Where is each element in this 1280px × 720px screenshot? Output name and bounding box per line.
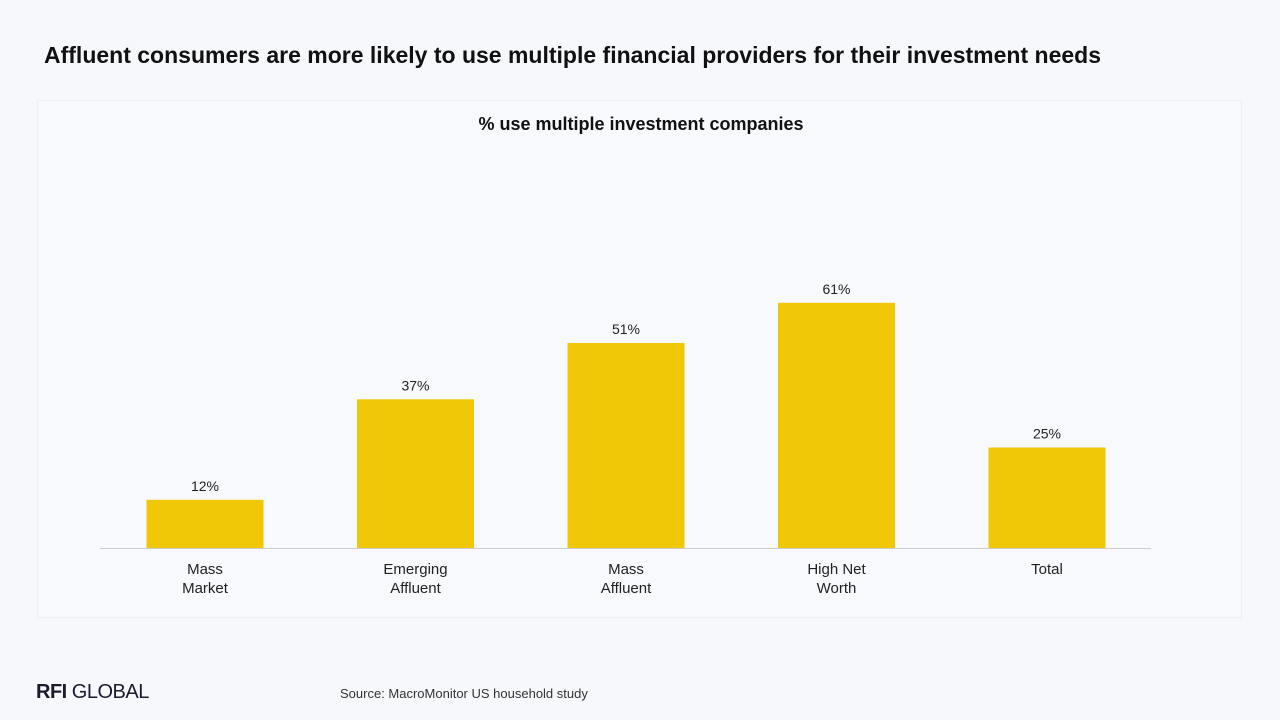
rfi-global-logo: RFI GLOBAL xyxy=(36,681,149,704)
data-label-1: 37% xyxy=(401,377,429,393)
category-label-2: Mass Affluent xyxy=(601,561,652,597)
data-label-4: 25% xyxy=(1033,426,1061,442)
bar-3 xyxy=(778,302,895,548)
bar-0 xyxy=(146,499,264,548)
logo-strong-text: RFI xyxy=(36,681,67,703)
data-label-0: 12% xyxy=(191,478,219,494)
data-label-2: 51% xyxy=(612,321,640,337)
bar-1 xyxy=(357,399,474,548)
category-label-1: Emerging Affluent xyxy=(383,561,447,597)
data-label-3: 61% xyxy=(822,281,850,297)
page-headline: Affluent consumers are more likely to us… xyxy=(44,42,1102,68)
bar-2 xyxy=(567,342,685,548)
chart-title: % use multiple investment companies xyxy=(478,114,803,134)
bar-4 xyxy=(988,447,1106,548)
category-label-0: Mass Market xyxy=(182,561,229,597)
category-label-4: Total xyxy=(1031,561,1063,578)
bar-chart: % use multiple investment companies 12% M… xyxy=(100,114,1151,597)
chart-panel: % use multiple investment companies 12% M… xyxy=(37,100,1242,618)
logo-rest-text: GLOBAL xyxy=(71,681,150,703)
source-note: Source: MacroMonitor US household study xyxy=(340,686,588,701)
category-label-3: High Net Worth xyxy=(807,561,866,597)
bars-layer: 12% Mass Market 37% Emerging Affluent 51% Mass A… xyxy=(146,281,1106,597)
